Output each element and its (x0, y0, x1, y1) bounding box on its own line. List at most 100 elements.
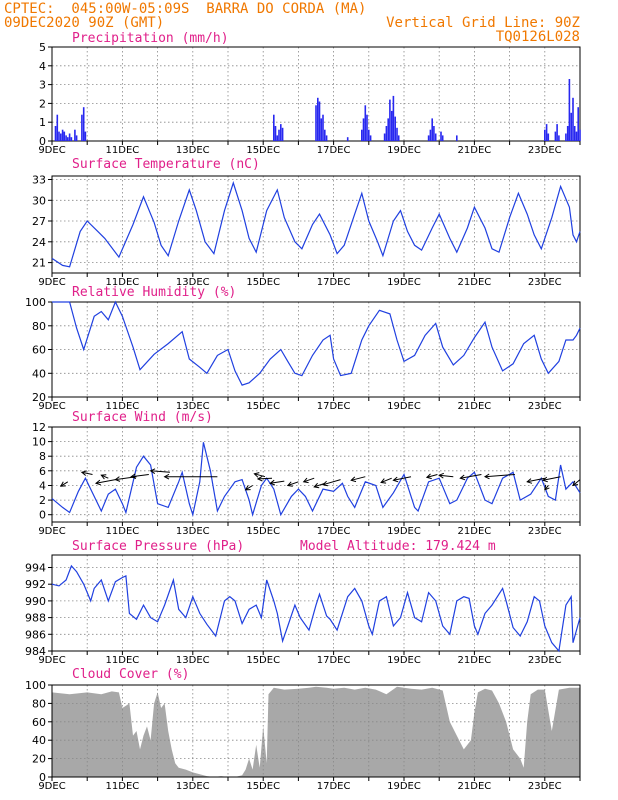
precipitation-bar (362, 118, 365, 141)
wind-arrow-head (256, 475, 263, 482)
wind-arrow-head (392, 476, 399, 483)
wind-arrow-head (438, 472, 444, 479)
surface-pressure-xtick-label: 9DEC (38, 655, 65, 666)
wind-arrow-head (544, 484, 550, 491)
wind-arrow-head (380, 478, 387, 484)
cloud-cover-xtick-label: 17DEC (317, 781, 351, 792)
wind-arrow-shaft (245, 485, 253, 491)
surface-pressure-xtick-label: 19DEC (387, 655, 421, 666)
cloud-cover-ytick-label: 0 (39, 771, 46, 784)
relative-humidity-ytick-label: 20 (32, 391, 46, 404)
precipitation-bar (547, 133, 550, 141)
surface-temperature-ytick-label: 33 (32, 174, 46, 187)
precipitation-bar (368, 129, 370, 141)
header-date: 09DEC2020 90Z (GMT) (4, 15, 165, 31)
wind-arrow-shaft (542, 476, 561, 481)
precipitation-bar (280, 124, 282, 141)
relative-humidity-ytick-label: 60 (32, 344, 46, 357)
wind-arrow-head (149, 468, 156, 475)
relative-humidity-ytick-label: 100 (25, 296, 46, 309)
cloud-cover-ytick-label: 80 (32, 697, 46, 710)
surface-wind-xtick-label: 21DEC (458, 526, 492, 537)
wind-arrow-shaft (60, 481, 69, 487)
precipitation-bar (431, 118, 433, 141)
precipitation-ytick-label: 2 (39, 97, 46, 110)
precipitation-bar (389, 99, 391, 141)
precipitation-bar (369, 135, 372, 141)
precipitation-bar (364, 105, 367, 141)
precipitation-bar (441, 135, 444, 141)
precipitation-bar (61, 129, 64, 141)
wind-arrow-shaft (439, 474, 454, 478)
precipitation-bar (324, 129, 326, 141)
surface-pressure-ytick-label: 994 (25, 562, 46, 575)
wind-arrow-shaft (426, 474, 438, 478)
precipitation-xtick-label: 19DEC (387, 145, 421, 156)
precipitation-bar (579, 129, 581, 141)
surface-temperature-ytick-label: 24 (32, 236, 46, 249)
surface-temperature-ytick-label: 30 (32, 194, 46, 207)
precipitation-xtick-label: 15DEC (246, 145, 280, 156)
cloud-cover-xtick-label: 11DEC (106, 781, 140, 792)
surface-wind-plot-area (52, 427, 580, 522)
precipitation-panel: 0 1 2 3 4 5 9DEC 11DEC 13DEC 15DEC 17DEC 19DEC 21DEC… (38, 31, 581, 156)
precipitation-bar (396, 127, 398, 141)
surface-pressure-line (51, 564, 581, 653)
wind-arrow-shaft (150, 470, 170, 473)
surface-pressure-xtick-label: 21DEC (458, 655, 492, 666)
precipitation-bar (556, 124, 558, 141)
surface-wind-panel: 0 24 6 810 12 9DEC 11DEC 13DEC 15DEC 17DEC 19DEC 21… (32, 410, 581, 537)
precipitation-bar (274, 126, 277, 141)
precipitation-bar (67, 137, 69, 141)
surface-pressure-frame (51, 554, 581, 652)
surface-wind-xtick-label: 17DEC (317, 526, 351, 537)
precipitation-bar (56, 114, 59, 141)
surface-wind-ytick-label: 2 (39, 494, 46, 507)
relative-humidity-line (52, 300, 581, 386)
surface-wind-xtick-label: 11DEC (106, 526, 140, 537)
wind-arrow-shaft (303, 477, 315, 483)
wind-arrow-shaft (351, 476, 366, 481)
surface-wind-frame (51, 426, 581, 523)
wind-arrow-shaft (314, 482, 325, 488)
precipitation-bar (74, 129, 76, 141)
surface-temperature-xtick-label: 21DEC (458, 277, 492, 288)
wind-arrow-head (100, 474, 107, 480)
wind-arrow-head (459, 474, 466, 481)
wind-arrow-shaft (101, 474, 109, 479)
relative-humidity-xtick-label: 13DEC (176, 401, 210, 412)
precipitation-bar (394, 116, 396, 141)
precipitation-bar (554, 131, 557, 141)
precipitation-title: Precipitation (mm/h) (72, 31, 229, 46)
surface-pressure-xtick-label: 23DEC (528, 655, 562, 666)
precipitation-bar (60, 133, 62, 141)
cloud-cover-xtick-label: 23DEC (528, 781, 562, 792)
surface-wind-xtick-label: 19DEC (387, 526, 421, 537)
surface-pressure-plot-area (52, 555, 580, 651)
precipitation-bar (456, 135, 458, 141)
wind-arrow-shaft (131, 474, 149, 478)
cloud-cover-xtick-label: 13DEC (176, 781, 210, 792)
precipitation-bar (397, 135, 400, 141)
surface-temperature-line (51, 180, 581, 268)
wind-arrow-shaft (257, 477, 273, 480)
wind-arrow-head (130, 473, 137, 479)
wind-arrow-shaft (322, 479, 341, 486)
surface-pressure-xtick-label: 13DEC (176, 655, 210, 666)
surface-wind-line (51, 442, 581, 518)
wind-arrow-head (321, 480, 329, 487)
precipitation-xtick-label: 21DEC (458, 145, 492, 156)
wind-arrow-head (244, 485, 251, 491)
precipitation-ytick-label: 4 (39, 60, 46, 73)
header-model-code: TQ0126L028 (495, 29, 580, 45)
wind-arrow-shaft (95, 479, 116, 484)
precipitation-bar (54, 126, 57, 141)
precipitation-bar (276, 135, 279, 141)
precipitation-bar (572, 97, 574, 141)
surface-pressure-xtick-label: 17DEC (317, 655, 351, 666)
surface-pressure-xtick-label: 15DEC (246, 655, 280, 666)
surface-pressure-panel: 984 986 988 990 992 994 9DEC 11DEC 13DEC 15DEC 17D… (25, 539, 581, 666)
surface-temperature-xtick-label: 23DEC (528, 277, 562, 288)
surface-temperature-ytick-label: 21 (32, 257, 46, 270)
